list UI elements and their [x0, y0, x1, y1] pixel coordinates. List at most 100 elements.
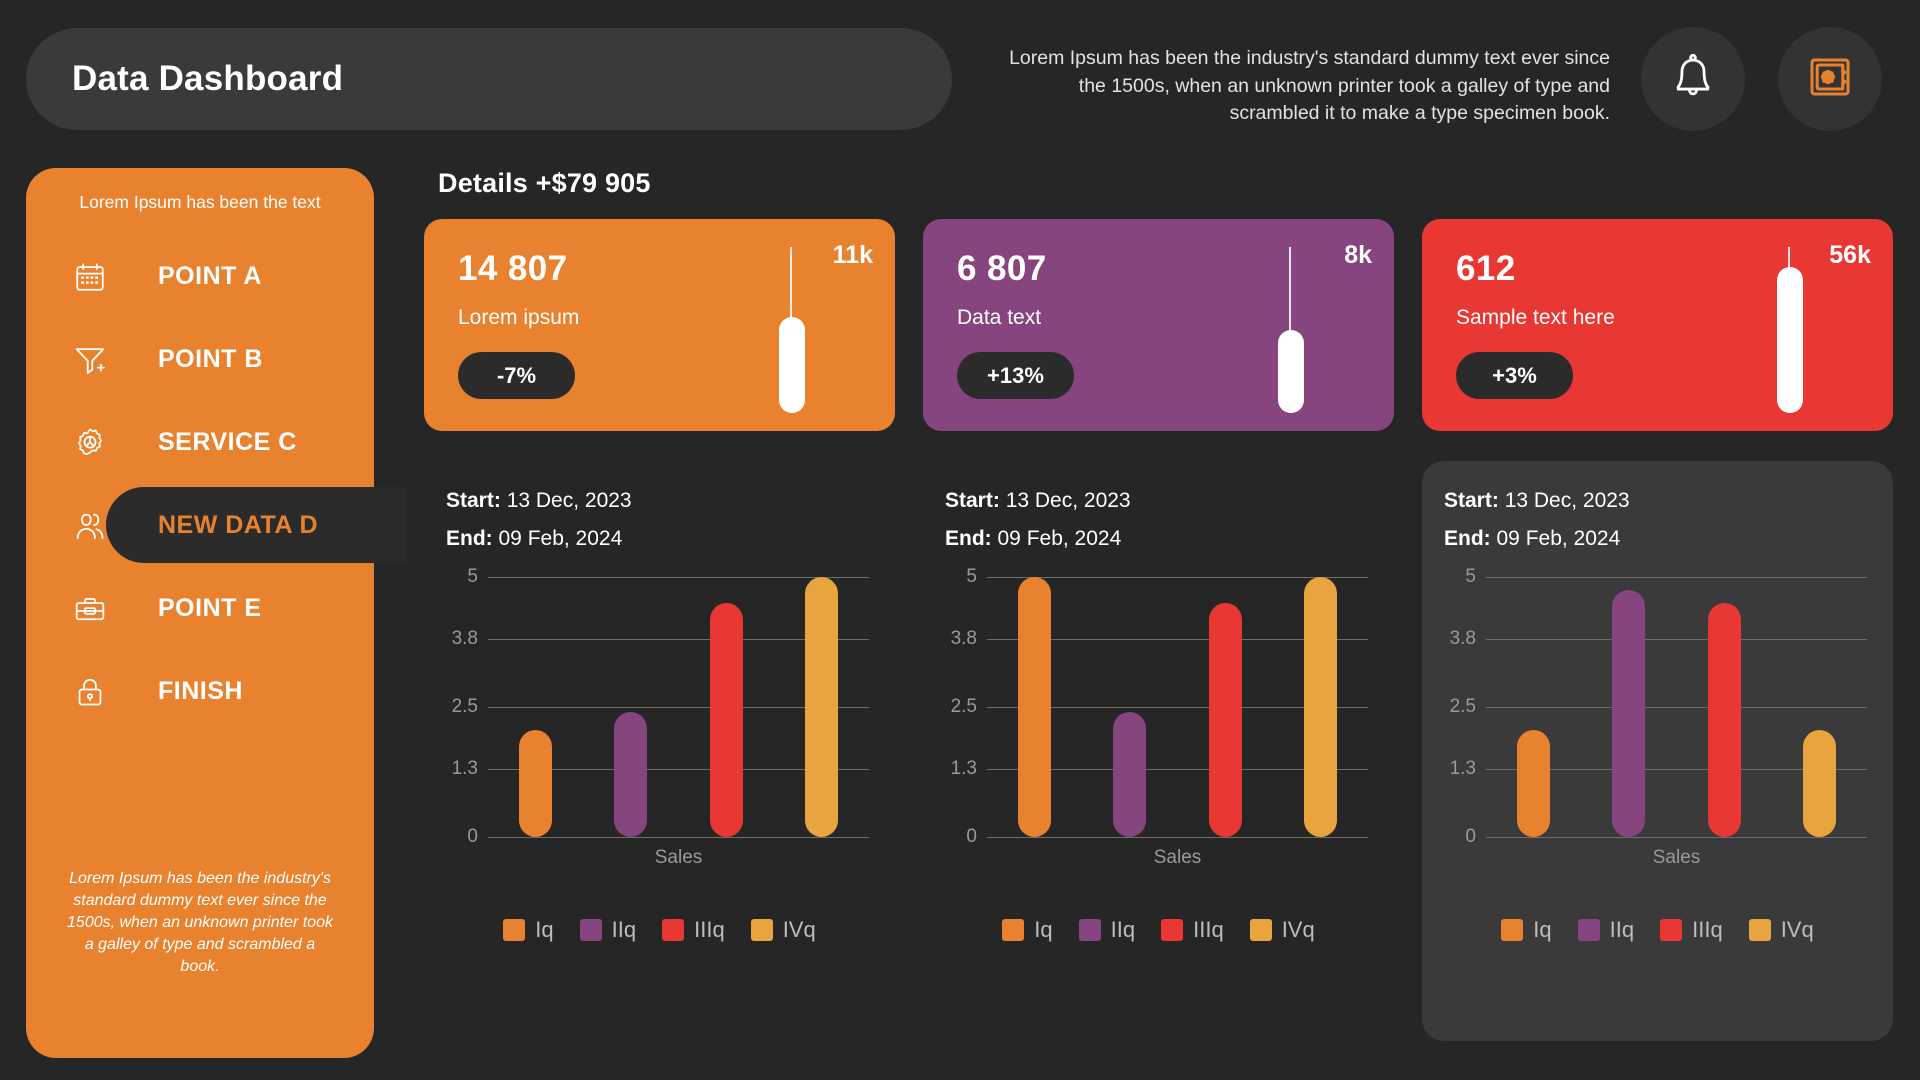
chart-grid: 0 1.3 2.5 3.8 5 [1450, 566, 1867, 847]
bar[interactable] [1018, 577, 1052, 837]
chart-panel-row: Start: 13 Dec, 2023 End: 09 Feb, 2024 0 1.3… [424, 461, 1894, 1041]
kpi-gauge[interactable] [1278, 247, 1304, 413]
x-axis-label: Sales [1153, 847, 1202, 868]
kpi-gauge-cap: 56k [1829, 241, 1871, 269]
legend-label: IIq [1110, 917, 1136, 942]
gridline [987, 707, 1368, 708]
kpi-label: Sample text here [1456, 306, 1615, 329]
sidebar-item-label: SERVICE C [158, 428, 297, 456]
gridline [987, 837, 1368, 838]
kpi-card[interactable]: 14 807 Lorem ipsum -7% 11k [424, 219, 895, 431]
gridline [1486, 707, 1867, 708]
sidebar-item-label: POINT E [158, 594, 262, 622]
legend-item[interactable]: IIIq [1161, 917, 1224, 943]
page-title: Data Dashboard [72, 59, 344, 98]
kpi-label: Data text [957, 306, 1042, 329]
sidebar: Lorem Ipsum has been the text POINT A POI… [26, 168, 406, 1058]
chart-bars [1486, 577, 1867, 837]
legend-item[interactable]: IIIq [662, 917, 725, 943]
legend-item[interactable]: Iq [503, 917, 554, 943]
legend-item[interactable]: IIq [1078, 917, 1136, 943]
sidebar-item-point-a[interactable]: POINT A [26, 235, 374, 318]
sidebar-item-label: NEW DATA D [158, 511, 319, 539]
top-bar: Data Dashboard Lorem Ipsum has been the … [0, 0, 1920, 150]
sidebar-item-point-e[interactable]: POINT E [26, 567, 374, 650]
sidebar-item-point-b[interactable]: POINT B [26, 318, 374, 401]
legend-item[interactable]: Iq [1501, 917, 1552, 943]
funnel-add-icon [62, 343, 118, 377]
gridline [987, 769, 1368, 771]
sidebar-item-new-data-d[interactable]: NEW DATA D [26, 484, 406, 567]
bar-chart: 0 1.3 2.5 3.8 5 Sales [432, 566, 887, 877]
sidebar-footer-text: Lorem Ipsum has been the industry's stan… [67, 870, 333, 976]
legend-item[interactable]: IVq [750, 917, 816, 943]
end-date-label: End: [945, 527, 992, 550]
legend-label: IIIq [1692, 917, 1723, 942]
bar[interactable] [614, 712, 648, 837]
kpi-gauge[interactable] [1777, 247, 1803, 413]
legend-label: IIq [1609, 917, 1635, 942]
sidebar-caption: Lorem Ipsum has been the text [79, 192, 321, 212]
bar[interactable] [1612, 590, 1646, 837]
start-date-label: Start: [446, 489, 501, 512]
y-axis-tick: 0 [1465, 826, 1476, 847]
legend-swatch [1501, 919, 1524, 941]
x-axis-label: Sales [654, 847, 703, 868]
start-date-value: 13 Dec, 2023 [1504, 489, 1630, 512]
header-description: Lorem Ipsum has been the industry's stan… [1009, 47, 1610, 125]
bar[interactable] [519, 730, 553, 837]
bar[interactable] [1802, 730, 1836, 837]
gridline [987, 577, 1368, 578]
end-date-value: 09 Feb, 2024 [498, 527, 623, 550]
legend-swatch [750, 919, 773, 941]
end-date-value: 09 Feb, 2024 [997, 527, 1122, 550]
legend-item[interactable]: IVq [1249, 917, 1315, 943]
kpi-gauge-cap: 8k [1344, 241, 1372, 269]
kpi-card[interactable]: 6 807 Data text +13% 8k [923, 219, 1394, 431]
legend-label: Iq [535, 917, 554, 942]
legend-item[interactable]: IVq [1748, 917, 1814, 943]
chart-legend: Iq IIq IIIq IVq [931, 917, 1386, 943]
bar[interactable] [1707, 603, 1741, 837]
bar[interactable] [1208, 603, 1242, 837]
y-axis-tick: 3.8 [1449, 628, 1476, 650]
sidebar-item-finish[interactable]: FINISH [26, 650, 374, 733]
legend-item[interactable]: IIIq [1660, 917, 1723, 943]
notifications-button[interactable] [1641, 27, 1745, 131]
start-date-value: 13 Dec, 2023 [506, 489, 632, 512]
date-range: Start: 13 Dec, 2023 End: 09 Feb, 2024 [432, 489, 887, 551]
legend-item[interactable]: Iq [1002, 917, 1053, 943]
start-date-value: 13 Dec, 2023 [1005, 489, 1131, 512]
start-date-line: Start: 13 Dec, 2023 [1444, 489, 1885, 513]
end-date-value: 09 Feb, 2024 [1496, 527, 1621, 550]
gauge-knob[interactable] [1278, 330, 1304, 413]
legend-swatch [1577, 919, 1600, 941]
date-range: Start: 13 Dec, 2023 End: 09 Feb, 2024 [931, 489, 1386, 551]
legend-item[interactable]: IIq [579, 917, 637, 943]
legend-swatch [1249, 919, 1272, 941]
legend-swatch [1748, 919, 1771, 941]
toolbox-icon [62, 592, 118, 626]
kpi-gauge[interactable] [779, 247, 805, 413]
sidebar-active-pill [106, 487, 406, 563]
bar[interactable] [709, 603, 743, 837]
legend-swatch [579, 919, 602, 941]
bar[interactable] [804, 577, 838, 837]
vault-button[interactable] [1778, 27, 1882, 131]
y-axis-tick: 2.5 [950, 696, 977, 717]
kpi-value: 612 [1456, 249, 1516, 288]
bell-icon [1667, 51, 1719, 108]
gridline [488, 707, 869, 708]
gauge-knob[interactable] [1777, 266, 1803, 413]
legend-item[interactable]: IIq [1577, 917, 1635, 943]
bar[interactable] [1113, 712, 1147, 837]
sidebar-item-service-c[interactable]: SERVICE C [26, 401, 374, 484]
details-heading: Details +$79 905 [438, 168, 651, 198]
gauge-knob[interactable] [779, 316, 805, 413]
bar[interactable] [1303, 577, 1337, 837]
chart-grid: 0 1.3 2.5 3.8 5 [951, 566, 1368, 847]
legend-label: IIq [611, 917, 637, 942]
chart-panel: Start: 13 Dec, 2023 End: 09 Feb, 2024 0 1.3… [923, 461, 1394, 1041]
kpi-card[interactable]: 612 Sample text here +3% 56k [1422, 219, 1893, 431]
bar[interactable] [1517, 730, 1551, 837]
